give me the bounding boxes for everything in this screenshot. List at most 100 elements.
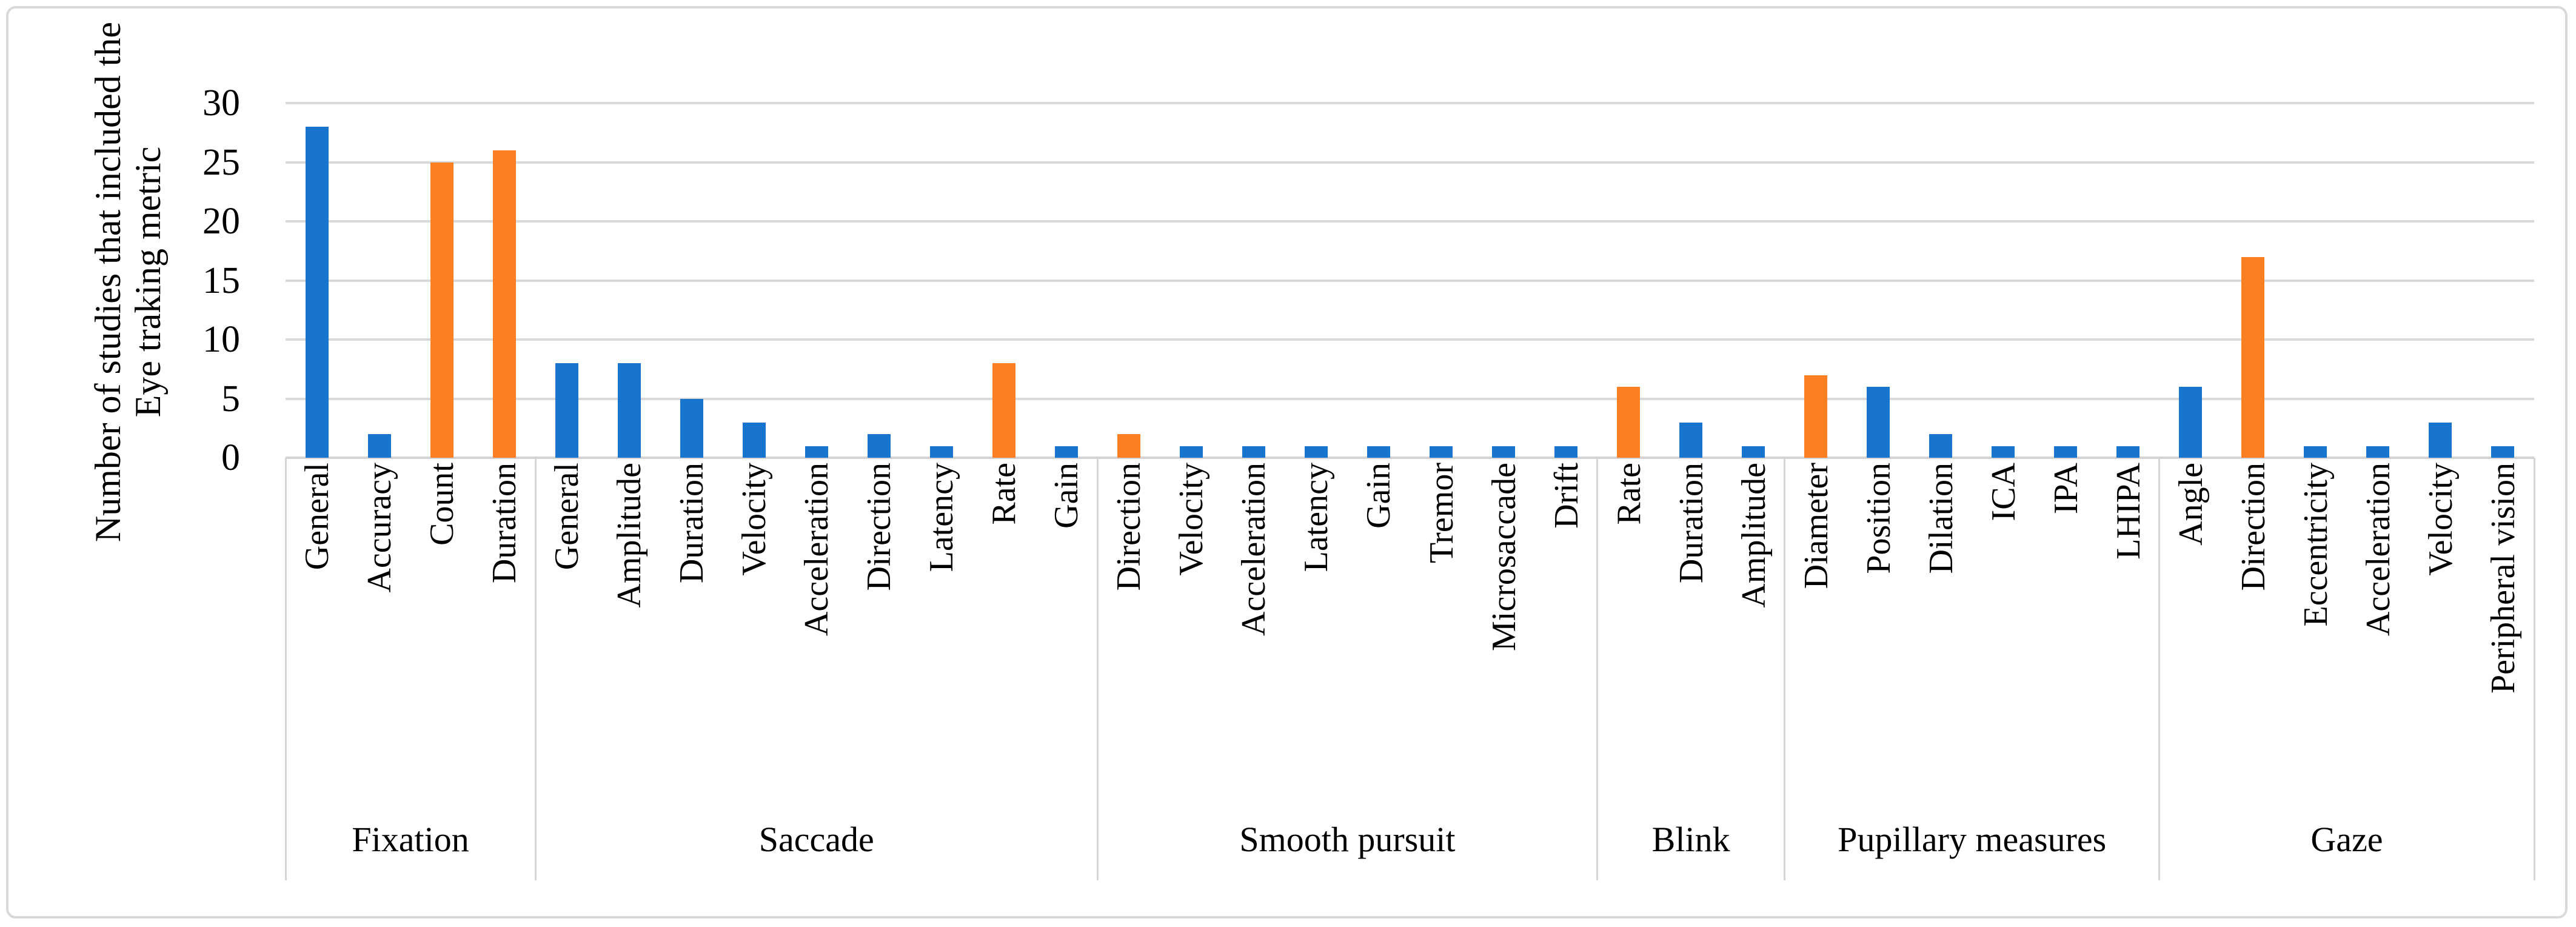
bar: [617, 363, 641, 458]
bar: [1304, 446, 1328, 458]
x-tick-label: ICA: [1984, 463, 2022, 521]
x-tick-label: Drift: [1547, 463, 1585, 529]
gridline: [286, 102, 2534, 104]
bar: [1179, 446, 1203, 458]
bar: [1492, 446, 1516, 458]
bar: [2304, 446, 2327, 458]
x-tick-label: LHIPA: [2109, 463, 2147, 560]
x-tick-label: Dilation: [1922, 463, 1960, 574]
x-tick-label: Gain: [1047, 463, 1085, 529]
bar: [1242, 446, 1265, 458]
y-tick-label: 10: [202, 319, 240, 360]
x-tick-label: Position: [1859, 463, 1898, 574]
x-axis-line: [286, 457, 2534, 459]
x-group-label: Smooth pursuit: [1239, 820, 1456, 859]
bar: [1679, 422, 1703, 458]
y-tick-label: 30: [202, 82, 240, 124]
bar: [430, 162, 453, 458]
bar: [805, 446, 828, 458]
x-tick-label: Count: [423, 463, 461, 546]
bar: [1554, 446, 1578, 458]
bar: [2179, 387, 2203, 458]
x-tick-label: Velocity: [1172, 463, 1210, 576]
gridline: [286, 220, 2534, 223]
group-separator: [284, 458, 287, 880]
bar: [1804, 375, 1828, 458]
bar: [680, 398, 703, 458]
y-tick-label: 25: [202, 141, 240, 183]
group-separator: [1596, 458, 1599, 880]
x-tick-label: Diameter: [1797, 463, 1835, 589]
x-tick-label: Accuracy: [360, 463, 398, 593]
group-separator: [1784, 458, 1786, 880]
bar: [2241, 256, 2265, 458]
bar: [555, 363, 578, 458]
bar: [2429, 422, 2452, 458]
bar: [1367, 446, 1390, 458]
x-tick-label: Tremor: [1422, 463, 1460, 563]
x-tick-label: Rate: [1610, 463, 1648, 525]
bar: [492, 150, 516, 458]
x-group-label: Fixation: [352, 820, 469, 859]
x-tick-label: General: [298, 463, 336, 571]
bar: [2054, 446, 2078, 458]
x-group-label: Saccade: [758, 820, 874, 859]
gridline: [286, 279, 2534, 282]
x-tick-label: Acceleration: [2359, 463, 2397, 637]
gridline: [286, 338, 2534, 341]
bar: [1929, 434, 1953, 458]
x-tick-label: Direction: [1109, 463, 1148, 591]
group-separator: [534, 458, 537, 880]
x-tick-label: Angle: [2172, 463, 2210, 546]
bar: [929, 446, 953, 458]
y-tick-label: 5: [221, 378, 240, 420]
bar: [1992, 446, 2015, 458]
group-separator: [1096, 458, 1099, 880]
group-separator: [2533, 458, 2535, 880]
x-tick-label: Latency: [1297, 463, 1335, 572]
x-tick-label: Gain: [1359, 463, 1397, 529]
bar: [992, 363, 1015, 458]
x-tick-label: Velocity: [2421, 463, 2460, 576]
x-tick-label: General: [547, 463, 586, 571]
x-tick-label: Rate: [985, 463, 1023, 525]
x-tick-label: Peripheral vision: [2484, 463, 2522, 694]
x-tick-label: Velocity: [735, 463, 773, 576]
bar: [1617, 387, 1641, 458]
y-tick-label: 20: [202, 201, 240, 242]
figure-border: [6, 6, 2568, 919]
gridline: [286, 161, 2534, 164]
bar: [367, 434, 391, 458]
x-tick-label: Acceleration: [797, 463, 835, 637]
bar: [2491, 446, 2515, 458]
y-axis-title-line1: Number of studies that included the: [88, 21, 128, 543]
x-tick-label: Direction: [2234, 463, 2272, 591]
bar: [305, 127, 329, 458]
bar: [1430, 446, 1453, 458]
x-tick-label: IPA: [2047, 463, 2085, 515]
bar: [867, 434, 891, 458]
x-group-label: Blink: [1651, 820, 1730, 859]
gridline: [286, 397, 2534, 400]
x-tick-label: Acceleration: [1234, 463, 1273, 637]
bar: [742, 422, 766, 458]
bar: [1742, 446, 1765, 458]
bar: [2116, 446, 2140, 458]
x-tick-label: Latency: [922, 463, 960, 572]
bar: [1867, 387, 1890, 458]
x-tick-label: Direction: [860, 463, 898, 591]
x-group-label: Gaze: [2310, 820, 2383, 859]
x-tick-label: Duration: [1672, 463, 1710, 584]
x-tick-label: Microsaccade: [1485, 463, 1523, 651]
x-tick-label: Eccentricity: [2297, 463, 2335, 627]
x-group-label: Pupillary measures: [1838, 820, 2107, 859]
x-tick-label: Amplitude: [610, 463, 648, 608]
bar: [2366, 446, 2390, 458]
x-tick-label: Duration: [672, 463, 711, 584]
y-tick-label: 15: [202, 259, 240, 301]
group-separator: [2158, 458, 2161, 880]
bar: [1117, 434, 1140, 458]
x-tick-label: Amplitude: [1735, 463, 1773, 608]
bar: [1054, 446, 1078, 458]
